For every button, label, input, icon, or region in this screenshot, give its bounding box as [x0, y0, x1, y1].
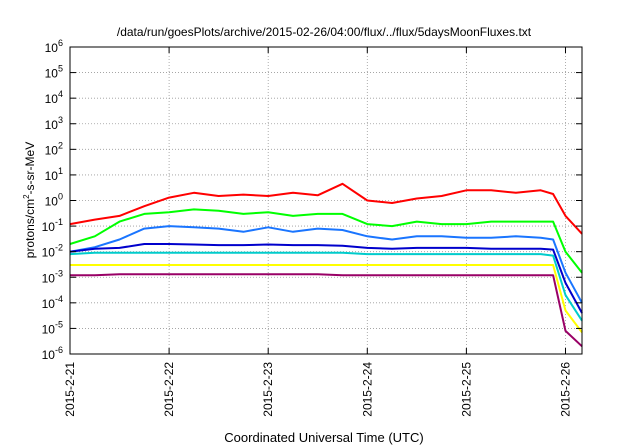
y-tick-label-exponent: 1	[58, 166, 63, 176]
y-tick-label-base: 10	[42, 220, 56, 234]
y-tick-label: 10-2	[42, 243, 63, 260]
y-tick-label-exponent: -6	[55, 345, 63, 355]
series-line-6	[70, 264, 583, 334]
y-tick-label: 104	[45, 89, 63, 106]
x-tick-label: 2015-2-24	[360, 362, 374, 417]
y-tick-label-exponent: 0	[58, 192, 63, 202]
y-tick-label-base: 10	[42, 271, 56, 285]
y-tick-label-exponent: 6	[58, 38, 63, 48]
y-tick-label: 10-3	[42, 268, 63, 285]
y-tick-label-base: 10	[45, 195, 59, 209]
y-axis-label: protons/cm2-s-sr-MeV	[22, 142, 37, 258]
y-axis: 10-610-510-410-310-210-11001011021031041…	[42, 38, 582, 362]
y-axis-label-prefix: protons/cm	[23, 199, 37, 258]
y-tick-label: 103	[45, 115, 63, 132]
y-tick-label: 10-6	[42, 345, 63, 362]
y-tick-label-exponent: 4	[58, 89, 63, 99]
series-line-2	[69, 208, 583, 274]
y-tick-label: 10-1	[42, 217, 63, 234]
y-tick-label-exponent: -3	[55, 268, 63, 278]
y-tick-label-exponent: -1	[55, 217, 63, 227]
x-tick-label: 2015-2-23	[261, 362, 275, 417]
series-line-3	[69, 225, 583, 304]
y-tick-label: 106	[45, 38, 63, 55]
y-tick-label-exponent: -5	[55, 319, 63, 329]
grid	[70, 47, 582, 354]
y-tick-label: 102	[45, 140, 63, 157]
y-tick-label: 100	[45, 192, 63, 209]
chart-title: /data/run/goesPlots/archive/2015-02-26/0…	[117, 25, 532, 39]
y-tick-label: 10-5	[42, 319, 63, 336]
y-tick-label: 10-4	[42, 294, 63, 311]
y-tick-label-exponent: 3	[58, 115, 63, 125]
x-axis: 2015-2-21 2015-2-22 2015-2-23 2015-2-24 2015…	[63, 47, 572, 417]
y-tick-label-base: 10	[45, 118, 59, 132]
y-tick-label-base: 10	[45, 92, 59, 106]
y-tick-label-base: 10	[42, 322, 56, 336]
y-tick-label-exponent: 5	[58, 64, 63, 74]
y-tick-label-base: 10	[45, 169, 59, 183]
x-tick-label: 2015-2-21	[63, 362, 77, 417]
series-line-1	[69, 182, 583, 235]
y-tick-label-base: 10	[42, 348, 56, 362]
y-tick-label-base: 10	[45, 143, 59, 157]
y-tick-label: 101	[45, 166, 63, 183]
series-line-4	[69, 243, 583, 314]
y-tick-label-base: 10	[42, 297, 56, 311]
x-tick-label: 2015-2-22	[162, 362, 176, 417]
y-tick-label-exponent: -2	[55, 243, 63, 253]
y-tick-label-exponent: 2	[58, 140, 63, 150]
x-axis-label: Coordinated Universal Time (UTC)	[224, 430, 423, 445]
y-axis-label-suffix: -s-sr-MeV	[23, 142, 37, 195]
series-line-5	[69, 251, 583, 322]
y-tick-label-base: 10	[45, 41, 59, 55]
y-axis-label-sup: 2	[22, 194, 31, 199]
y-tick-label-base: 10	[45, 67, 59, 81]
x-tick-label: 2015-2-26	[558, 362, 572, 417]
series-group	[69, 182, 583, 348]
y-tick-label-exponent: -4	[55, 294, 63, 304]
series-line-7	[70, 273, 583, 348]
y-tick-label: 105	[45, 64, 63, 81]
y-tick-label-base: 10	[42, 246, 56, 260]
x-tick-label: 2015-2-25	[459, 362, 473, 417]
